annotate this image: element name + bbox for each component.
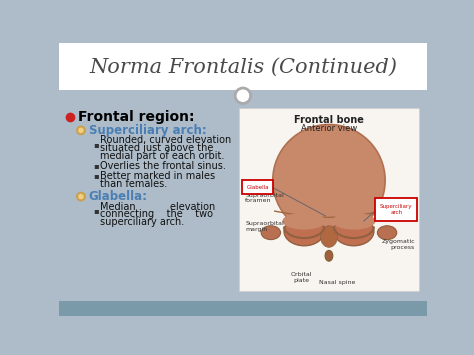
Ellipse shape (325, 250, 333, 261)
Text: Glabella:: Glabella: (89, 190, 148, 203)
Text: medial part of each orbit.: medial part of each orbit. (100, 151, 225, 161)
Text: Rounded, curved elevation: Rounded, curved elevation (100, 135, 232, 146)
Ellipse shape (320, 226, 337, 247)
Circle shape (77, 193, 85, 201)
Text: ▪: ▪ (93, 206, 99, 215)
Text: Superciliary arch:: Superciliary arch: (89, 124, 207, 137)
Text: ▪: ▪ (93, 140, 99, 149)
Text: ▪: ▪ (93, 161, 99, 170)
Circle shape (77, 126, 85, 134)
Ellipse shape (273, 125, 385, 236)
Text: connecting    the    two: connecting the two (100, 209, 213, 219)
Ellipse shape (283, 213, 326, 230)
Text: Frontal bone: Frontal bone (294, 115, 364, 125)
Text: Norma Frontalis (Continued): Norma Frontalis (Continued) (89, 58, 397, 77)
Text: Supraorbital
margin: Supraorbital margin (245, 221, 284, 232)
FancyBboxPatch shape (239, 108, 419, 291)
Text: Anterior view: Anterior view (301, 124, 357, 133)
Ellipse shape (284, 217, 324, 246)
Ellipse shape (261, 226, 281, 240)
Text: Supraorbital
foramen: Supraorbital foramen (245, 193, 284, 203)
FancyBboxPatch shape (59, 43, 427, 90)
FancyBboxPatch shape (242, 180, 273, 194)
Text: superciliary arch.: superciliary arch. (100, 217, 184, 227)
Text: Glabella: Glabella (246, 185, 269, 190)
Ellipse shape (377, 226, 397, 240)
Text: Better marked in males: Better marked in males (100, 171, 216, 181)
Text: ▪: ▪ (93, 171, 99, 180)
Circle shape (235, 88, 251, 103)
Text: Orbital
plate: Orbital plate (291, 272, 312, 283)
Text: situated just above the: situated just above the (100, 143, 214, 153)
FancyBboxPatch shape (59, 301, 427, 316)
Text: Zygomatic
process: Zygomatic process (382, 239, 415, 250)
Text: Frontal region:: Frontal region: (78, 110, 194, 124)
FancyBboxPatch shape (375, 198, 417, 221)
Text: Median           elevation: Median elevation (100, 202, 216, 212)
Text: Superciliary
arch: Superciliary arch (380, 204, 413, 215)
Text: Nasal spine: Nasal spine (319, 280, 355, 285)
Ellipse shape (332, 213, 375, 230)
Text: Overlies the frontal sinus.: Overlies the frontal sinus. (100, 161, 226, 171)
Text: than females.: than females. (100, 179, 168, 189)
Ellipse shape (334, 217, 374, 246)
